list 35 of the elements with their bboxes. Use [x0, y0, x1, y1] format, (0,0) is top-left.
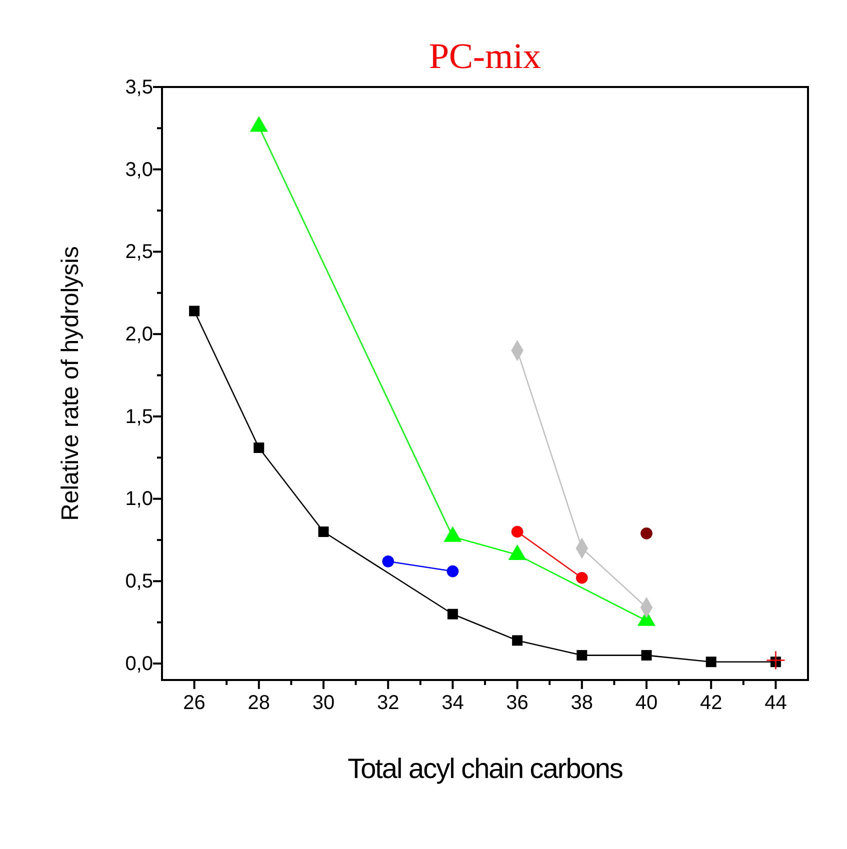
point [318, 526, 329, 537]
y-tick-label: 3,0 [125, 158, 153, 181]
x-tick-label: 38 [570, 692, 594, 714]
x-tick-label: 30 [312, 692, 335, 714]
y-tick-label: 0,0 [125, 652, 153, 675]
y-axis-title: Relative rate of hydrolysis [57, 246, 84, 521]
y-tick-label: 1,0 [125, 488, 153, 510]
x-tick-label: 36 [506, 692, 528, 714]
point [512, 635, 523, 646]
point [446, 565, 459, 578]
x-tick-label: 28 [248, 692, 270, 714]
point [447, 608, 458, 620]
x-tick-label: 32 [376, 692, 400, 714]
point [511, 526, 524, 538]
point [641, 650, 652, 661]
x-tick-label: 40 [635, 692, 658, 714]
y-tick-label: 2,0 [125, 323, 153, 346]
x-tick-label: 44 [764, 692, 787, 714]
point [382, 555, 394, 568]
point [254, 442, 264, 453]
y-tick-label: 1,5 [125, 406, 153, 428]
y-tick-label: 2,5 [125, 241, 153, 264]
x-tick-label: 34 [442, 692, 464, 714]
chart-title: PC-mix [428, 36, 542, 76]
y-tick-label: 0,5 [125, 570, 153, 593]
x-tick-label: 42 [700, 692, 722, 714]
x-tick-label: 26 [183, 692, 206, 714]
point [576, 572, 588, 584]
point [766, 650, 786, 670]
x-axis-title: Total acyl chain carbons [348, 753, 622, 784]
y-tick-label: 3,5 [125, 76, 153, 98]
point [189, 306, 200, 316]
point [706, 656, 716, 668]
point [640, 527, 652, 540]
point [576, 650, 588, 661]
